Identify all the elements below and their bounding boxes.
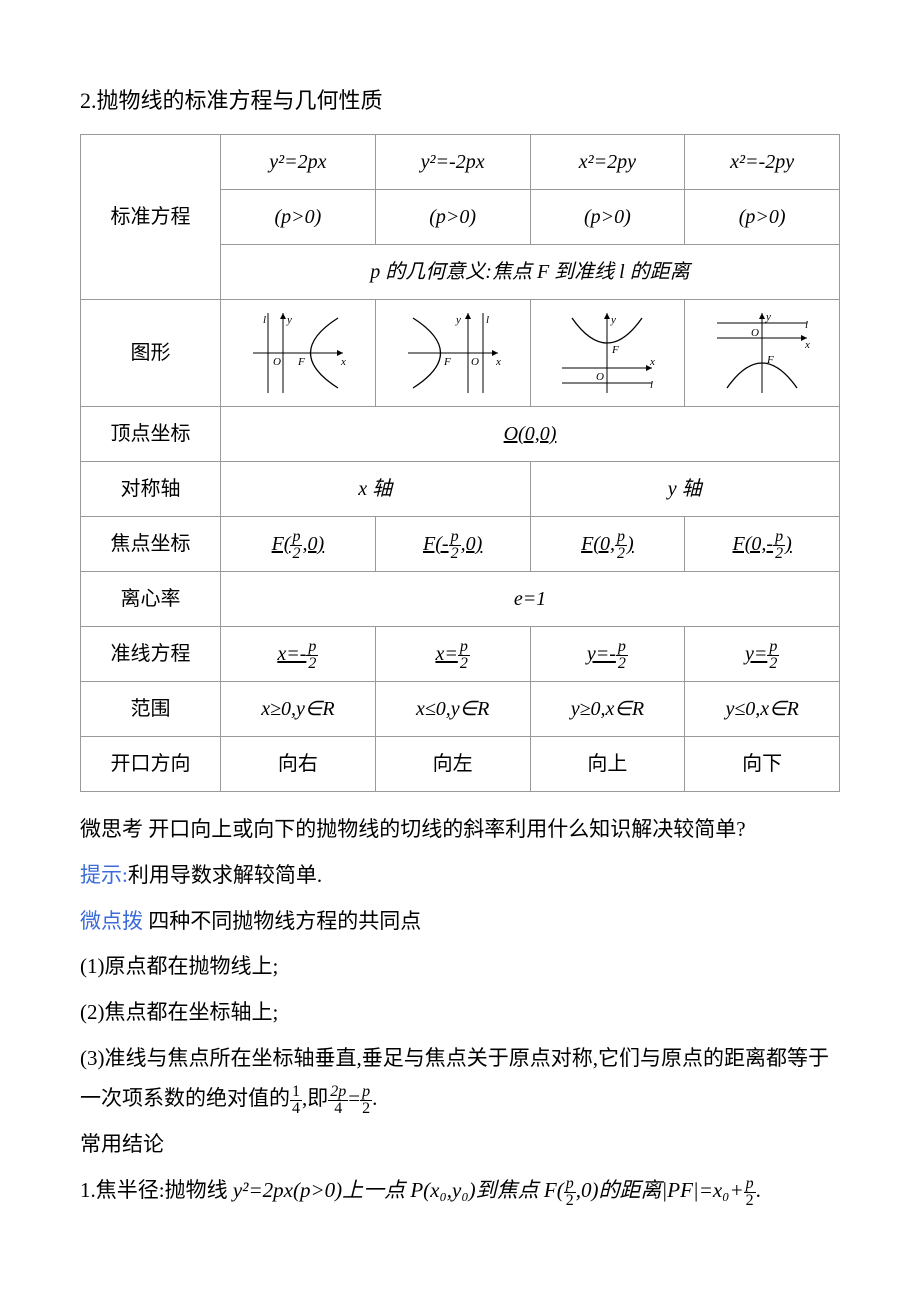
wdb-line: 微点拨 四种不同抛物线方程的共同点 bbox=[80, 902, 840, 942]
wdb-label: 微点拨 bbox=[80, 909, 143, 933]
eq-4: x²=-2py bbox=[685, 134, 840, 189]
svg-text:l: l bbox=[263, 314, 266, 326]
eq-1: y²=2px bbox=[221, 134, 376, 189]
range-1: x≥0,y∈R bbox=[221, 681, 376, 736]
tip-label: 提示: bbox=[80, 863, 128, 887]
focus-1: F(p2,0) bbox=[221, 516, 376, 571]
svg-text:F: F bbox=[611, 344, 619, 356]
graph-1: l y O F x bbox=[221, 299, 376, 406]
tip-text: 利用导数求解较简单. bbox=[128, 863, 322, 887]
point-1: (1)原点都在抛物线上; bbox=[80, 947, 840, 987]
dir-4: y=p2 bbox=[685, 626, 840, 681]
graph-2: l y O F x bbox=[375, 299, 530, 406]
pcond-2: (p>0) bbox=[375, 189, 530, 244]
focus-4: F(0,-p2) bbox=[685, 516, 840, 571]
open-4: 向下 bbox=[685, 736, 840, 791]
svg-text:y: y bbox=[455, 314, 461, 326]
wdb-text: 四种不同抛物线方程的共同点 bbox=[143, 909, 421, 933]
think-question: 微思考 开口向上或向下的抛物线的切线的斜率利用什么知识解决较简单? bbox=[80, 810, 840, 850]
svg-text:x: x bbox=[495, 356, 501, 368]
graph-3: y F O x l bbox=[530, 299, 685, 406]
point-2: (2)焦点都在坐标轴上; bbox=[80, 993, 840, 1033]
row-axis-label: 对称轴 bbox=[81, 461, 221, 516]
properties-table: 标准方程 y²=2px y²=-2px x²=2py x²=-2py (p>0)… bbox=[80, 134, 840, 792]
vertex-cell: O(0,0) bbox=[221, 406, 840, 461]
svg-text:y: y bbox=[765, 311, 771, 323]
svg-text:F: F bbox=[297, 356, 305, 368]
result-1: 1.焦半径:抛物线 y²=2px(p>0)上一点 P(x₀,y₀)到焦点 F(p… bbox=[80, 1171, 840, 1211]
p-meaning: p 的几何意义:焦点 F 到准线 l 的距离 bbox=[221, 244, 840, 299]
dir-3: y=-p2 bbox=[530, 626, 685, 681]
focus-3: F(0,p2) bbox=[530, 516, 685, 571]
svg-text:l: l bbox=[650, 379, 653, 391]
point-3: (3)准线与焦点所在坐标轴垂直,垂足与焦点关于原点对称,它们与原点的距离都等于一… bbox=[80, 1039, 840, 1119]
common-title: 常用结论 bbox=[80, 1125, 840, 1165]
svg-text:O: O bbox=[596, 371, 604, 383]
range-4: y≤0,x∈R bbox=[685, 681, 840, 736]
row-ecc-label: 离心率 bbox=[81, 571, 221, 626]
eq-2: y²=-2px bbox=[375, 134, 530, 189]
svg-text:F: F bbox=[766, 354, 774, 366]
svg-text:l: l bbox=[805, 319, 808, 331]
row-vertex-label: 顶点坐标 bbox=[81, 406, 221, 461]
svg-text:l: l bbox=[486, 314, 489, 326]
row-directrix-label: 准线方程 bbox=[81, 626, 221, 681]
row-graph-label: 图形 bbox=[81, 299, 221, 406]
axis-x: x 轴 bbox=[221, 461, 531, 516]
pcond-4: (p>0) bbox=[685, 189, 840, 244]
section-title: 2.抛物线的标准方程与几何性质 bbox=[80, 80, 840, 122]
dir-2: x=p2 bbox=[375, 626, 530, 681]
svg-text:O: O bbox=[751, 327, 759, 339]
row-std-label: 标准方程 bbox=[81, 134, 221, 299]
open-1: 向右 bbox=[221, 736, 376, 791]
svg-text:O: O bbox=[273, 356, 281, 368]
svg-text:y: y bbox=[610, 314, 616, 326]
range-2: x≤0,y∈R bbox=[375, 681, 530, 736]
eq-3: x²=2py bbox=[530, 134, 685, 189]
pcond-3: (p>0) bbox=[530, 189, 685, 244]
graph-4: y l O F x bbox=[685, 299, 840, 406]
svg-text:F: F bbox=[443, 356, 451, 368]
open-2: 向左 bbox=[375, 736, 530, 791]
row-open-label: 开口方向 bbox=[81, 736, 221, 791]
svg-text:O: O bbox=[471, 356, 479, 368]
svg-text:y: y bbox=[286, 314, 292, 326]
tip-line: 提示:利用导数求解较简单. bbox=[80, 856, 840, 896]
pcond-1: (p>0) bbox=[221, 189, 376, 244]
open-3: 向上 bbox=[530, 736, 685, 791]
ecc-cell: e=1 bbox=[221, 571, 840, 626]
svg-text:x: x bbox=[649, 356, 655, 368]
svg-text:x: x bbox=[340, 356, 346, 368]
range-3: y≥0,x∈R bbox=[530, 681, 685, 736]
row-focus-label: 焦点坐标 bbox=[81, 516, 221, 571]
row-range-label: 范围 bbox=[81, 681, 221, 736]
focus-2: F(-p2,0) bbox=[375, 516, 530, 571]
dir-1: x=-p2 bbox=[221, 626, 376, 681]
axis-y: y 轴 bbox=[530, 461, 840, 516]
svg-text:x: x bbox=[804, 339, 810, 351]
